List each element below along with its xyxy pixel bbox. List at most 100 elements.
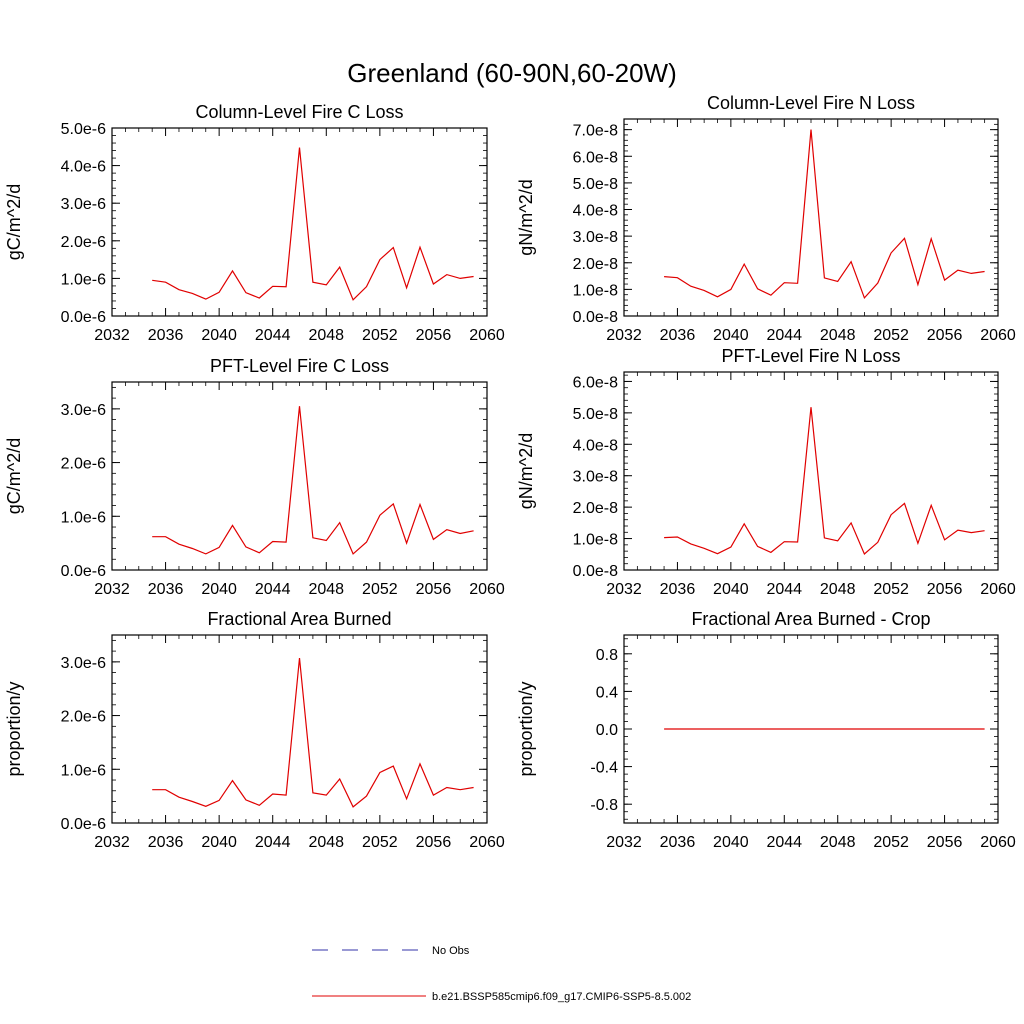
y-tick-label: 0.0e-8 <box>573 563 618 580</box>
x-tick-label: 2040 <box>201 327 237 344</box>
x-tick-label: 2048 <box>820 581 856 598</box>
y-tick-label: 7.0e-8 <box>573 123 618 140</box>
y-axis-label: gN/m^2/d <box>516 179 536 255</box>
x-tick-label: 2036 <box>660 581 696 598</box>
x-tick-label: 2040 <box>713 581 749 598</box>
series-line-1 <box>152 658 474 808</box>
y-tick-label: 5.0e-8 <box>573 176 618 193</box>
y-tick-label: 1.0e-8 <box>573 282 618 299</box>
x-tick-label: 2036 <box>148 581 184 598</box>
y-axis-label: proportion/y <box>4 681 24 776</box>
x-tick-label: 2032 <box>606 581 642 598</box>
x-tick-label: 2060 <box>980 581 1016 598</box>
y-axis-label: gC/m^2/d <box>4 184 24 260</box>
y-tick-label: 6.0e-8 <box>573 149 618 166</box>
panel-title: PFT-Level Fire N Loss <box>721 346 900 366</box>
y-tick-label: 1.0e-6 <box>61 271 106 288</box>
chart-panel-4: PFT-Level Fire N Loss gN/m^2/d 2032 2036 204… <box>516 346 1016 598</box>
chart-panel-3: PFT-Level Fire C Loss gC/m^2/d 2032 2036 204… <box>4 356 505 598</box>
y-tick-label: -0.8 <box>590 797 618 814</box>
x-tick-label: 2052 <box>873 581 909 598</box>
y-tick-label: 1.0e-6 <box>61 509 106 526</box>
x-tick-label: 2060 <box>469 327 505 344</box>
x-tick-label: 2056 <box>416 327 452 344</box>
y-tick-label: 0.4 <box>596 684 618 701</box>
series-line-1 <box>152 406 474 555</box>
legend-label: No Obs <box>432 945 470 957</box>
panel-title: PFT-Level Fire C Loss <box>210 356 389 376</box>
y-tick-label: 2.0e-8 <box>573 256 618 273</box>
x-tick-label: 2048 <box>308 327 344 344</box>
x-tick-label: 2056 <box>416 834 452 851</box>
y-tick-label: 4.0e-8 <box>573 203 618 220</box>
y-tick-label: 3.0e-6 <box>61 402 106 419</box>
y-tick-label: 1.0e-6 <box>61 762 106 779</box>
y-tick-label: 2.0e-8 <box>573 500 618 517</box>
legend: No Obs b.e21.BSSP585cmip6.f09_g17.CMIP6-S… <box>312 945 691 1003</box>
y-tick-label: 4.0e-6 <box>61 159 106 176</box>
x-tick-label: 2044 <box>766 581 802 598</box>
y-tick-label: 1.0e-8 <box>573 532 618 549</box>
y-tick-label: 6.0e-8 <box>573 374 618 391</box>
x-tick-label: 2044 <box>255 834 291 851</box>
x-tick-label: 2060 <box>980 834 1016 851</box>
x-tick-label: 2036 <box>660 327 696 344</box>
y-tick-label: 2.0e-6 <box>61 234 106 251</box>
x-tick-label: 2036 <box>148 327 184 344</box>
series-line-1 <box>152 147 474 301</box>
legend-label: b.e21.BSSP585cmip6.f09_g17.CMIP6-SSP5-8.… <box>432 991 691 1003</box>
legend-entry-1: No Obs <box>312 945 470 957</box>
x-tick-label: 2052 <box>873 834 909 851</box>
x-tick-label: 2036 <box>660 834 696 851</box>
y-tick-label: 3.0e-6 <box>61 655 106 672</box>
series-line-1 <box>664 129 985 300</box>
x-tick-label: 2048 <box>820 327 856 344</box>
main-title: Greenland (60-90N,60-20W) <box>347 58 677 88</box>
series-line-1 <box>664 407 985 555</box>
y-tick-label: 4.0e-8 <box>573 437 618 454</box>
chart-panel-2: Column-Level Fire N Loss gN/m^2/d 2032 2036… <box>516 93 1016 344</box>
x-tick-label: 2052 <box>362 834 398 851</box>
y-tick-label: 3.0e-8 <box>573 469 618 486</box>
x-tick-label: 2032 <box>94 581 130 598</box>
chart-panel-1: Column-Level Fire C Loss gC/m^2/d 2032 2036… <box>4 102 505 344</box>
panel-title: Fractional Area Burned - Crop <box>691 609 930 629</box>
plot-frame <box>623 118 999 317</box>
panel-title: Column-Level Fire N Loss <box>707 93 915 113</box>
x-tick-label: 2048 <box>820 834 856 851</box>
panel-title: Fractional Area Burned <box>207 609 391 629</box>
panel-title: Column-Level Fire C Loss <box>195 102 403 122</box>
x-tick-label: 2044 <box>255 327 291 344</box>
plot-frame <box>623 371 999 571</box>
x-tick-label: 2040 <box>713 834 749 851</box>
x-tick-label: 2048 <box>308 581 344 598</box>
x-tick-label: 2056 <box>927 327 963 344</box>
y-tick-label: -0.4 <box>590 760 618 777</box>
y-tick-label: 0.0 <box>596 722 618 739</box>
x-tick-label: 2060 <box>980 327 1016 344</box>
y-tick-label: 5.0e-6 <box>61 121 106 138</box>
y-tick-label: 3.0e-6 <box>61 196 106 213</box>
x-tick-label: 2052 <box>873 327 909 344</box>
x-tick-label: 2044 <box>766 834 802 851</box>
y-tick-label: 0.0e-8 <box>573 309 618 326</box>
x-tick-label: 2032 <box>606 834 642 851</box>
x-tick-label: 2060 <box>469 581 505 598</box>
x-tick-label: 2056 <box>927 834 963 851</box>
chart-panels: Column-Level Fire C Loss gC/m^2/d 2032 2036… <box>4 93 1016 851</box>
y-axis-label: gC/m^2/d <box>4 438 24 514</box>
x-tick-label: 2048 <box>308 834 344 851</box>
x-tick-label: 2040 <box>201 834 237 851</box>
y-tick-label: 2.0e-6 <box>61 709 106 726</box>
plot-frame <box>111 127 488 317</box>
x-tick-label: 2032 <box>94 834 130 851</box>
x-tick-label: 2032 <box>94 327 130 344</box>
x-tick-label: 2056 <box>927 581 963 598</box>
x-tick-label: 2040 <box>713 327 749 344</box>
x-tick-label: 2044 <box>255 581 291 598</box>
y-tick-label: 3.0e-8 <box>573 229 618 246</box>
y-tick-label: 2.0e-6 <box>61 456 106 473</box>
y-axis-label: proportion/y <box>516 681 536 776</box>
y-tick-label: 0.0e-6 <box>61 816 106 833</box>
